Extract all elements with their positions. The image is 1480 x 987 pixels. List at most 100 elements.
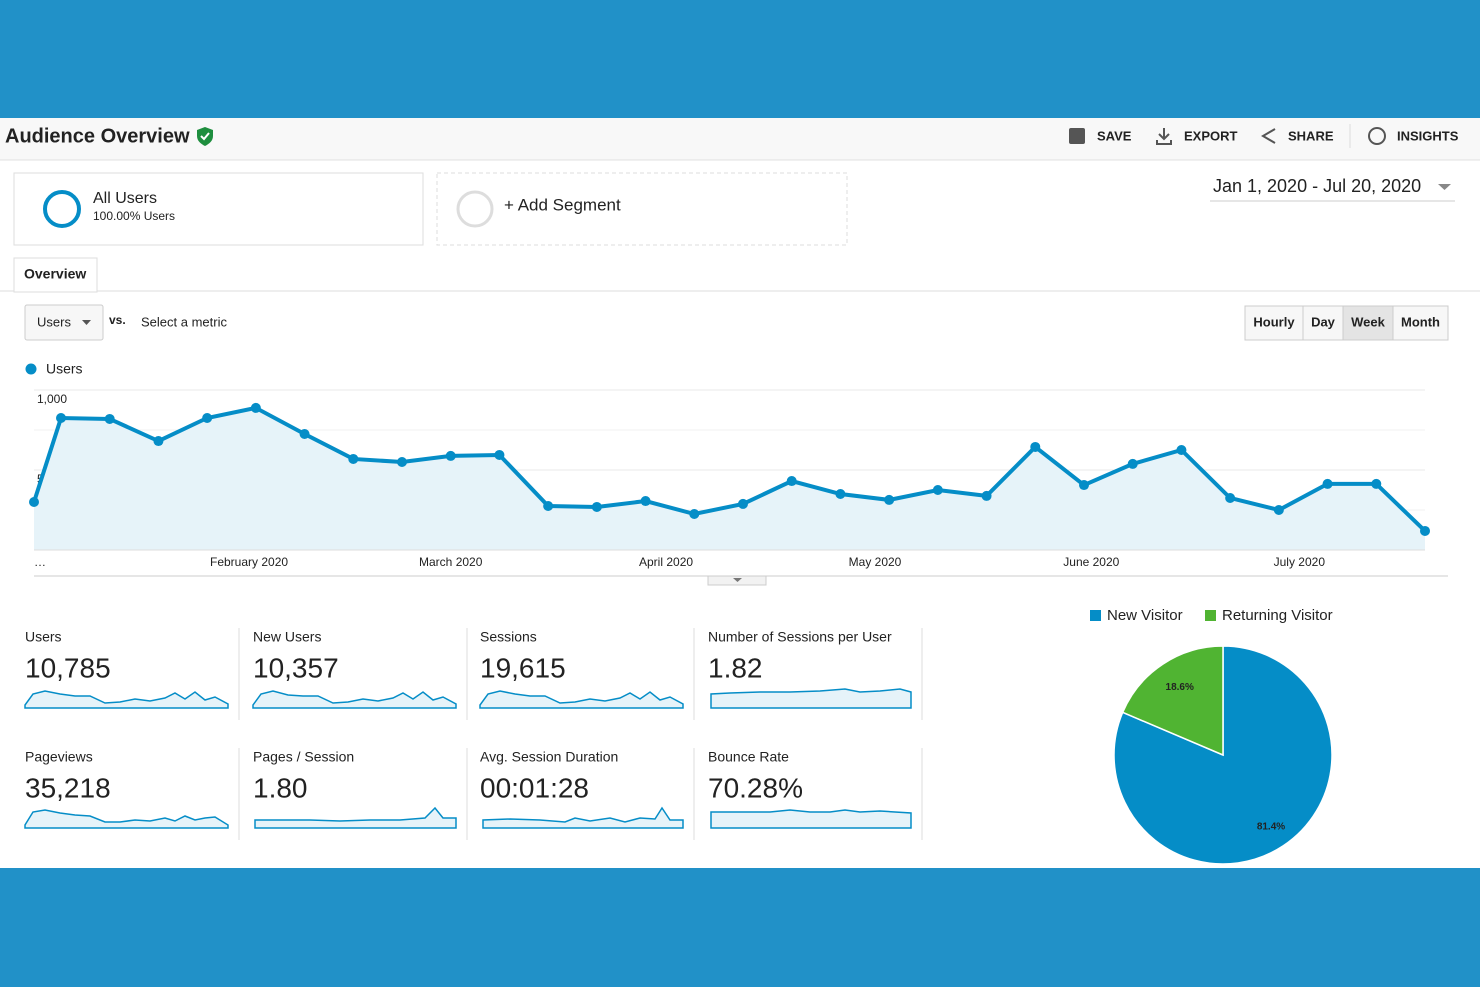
metric-value: 1.82	[708, 652, 763, 683]
point	[1225, 493, 1236, 503]
point	[250, 402, 261, 413]
segment-name: All Users	[93, 190, 157, 207]
dropdown-caret	[82, 320, 91, 325]
pie-label: 81.4%	[1257, 822, 1285, 833]
insights-icon	[1368, 127, 1386, 145]
metric-value: 35,218	[25, 772, 111, 803]
metric-value: 10,785	[25, 652, 111, 683]
point	[543, 501, 554, 511]
legend-label: Users	[46, 361, 83, 377]
date-caret	[1438, 184, 1451, 190]
action-button[interactable]: INSIGHTS	[1397, 128, 1459, 143]
granularity-button[interactable]	[1302, 305, 1344, 341]
action-button[interactable]: SAVE	[1097, 128, 1132, 143]
metric-value: 00:01:28	[480, 772, 589, 803]
metric-dropdown[interactable]	[24, 304, 104, 341]
x-tick-label: February 2020	[210, 555, 288, 569]
expand-caret	[733, 578, 742, 582]
point	[494, 449, 505, 460]
vs-label: vs.	[109, 313, 126, 327]
sparklines	[24, 688, 912, 829]
granularity-label[interactable]: Hourly	[1253, 314, 1295, 329]
point	[299, 429, 310, 439]
granularity-label[interactable]: Month	[1401, 314, 1440, 329]
tab[interactable]	[13, 257, 98, 293]
export-icon	[1156, 128, 1172, 145]
point	[29, 497, 39, 507]
add-segment-box[interactable]	[436, 172, 848, 246]
metric-label: Bounce Rate	[708, 749, 789, 765]
point	[1079, 480, 1089, 491]
metric-label: New Users	[253, 629, 321, 645]
point	[397, 457, 407, 467]
legend-label: Returning Visitor	[1222, 607, 1333, 624]
point	[640, 496, 651, 507]
sparkline	[252, 690, 457, 709]
page-title: Audience Overview	[5, 125, 190, 147]
share-icon	[1261, 128, 1276, 144]
point	[445, 450, 456, 461]
point	[202, 413, 213, 423]
point	[348, 453, 359, 464]
verified-check	[200, 132, 210, 141]
action-button[interactable]: EXPORT	[1184, 128, 1238, 143]
metric-label: Sessions	[480, 629, 537, 645]
point	[738, 498, 748, 509]
sparkline	[710, 688, 912, 709]
segment-ring	[43, 190, 81, 228]
x-tick-label: June 2020	[1063, 555, 1119, 569]
save-icon	[1069, 128, 1085, 144]
point	[591, 501, 602, 512]
metric-label: Pages / Session	[253, 749, 354, 765]
metric-value: 10,357	[253, 652, 339, 683]
point	[1420, 525, 1430, 536]
select-metric-link[interactable]: Select a metric	[141, 314, 227, 329]
metric-value: 70.28%	[708, 772, 803, 803]
granularity-button[interactable]	[1342, 305, 1394, 341]
sparkline	[254, 806, 457, 829]
granularity-label[interactable]: Day	[1311, 314, 1336, 329]
sparkline	[710, 809, 912, 829]
metric-label: Avg. Session Duration	[480, 749, 618, 765]
sparkline	[479, 690, 684, 709]
point	[1273, 505, 1284, 515]
point	[786, 476, 797, 487]
action-button[interactable]: SHARE	[1288, 128, 1334, 143]
legend-dot	[25, 363, 37, 375]
metric-label: Number of Sessions per User	[708, 629, 892, 645]
point	[1127, 458, 1138, 469]
metric-value: 1.80	[253, 772, 308, 803]
point	[153, 436, 164, 447]
metric-value: 19,615	[480, 652, 566, 683]
metric-select[interactable]: Users	[37, 314, 71, 329]
legend-swatch	[1205, 610, 1216, 621]
granularity-button[interactable]	[1244, 305, 1304, 341]
granularity-button[interactable]	[1392, 305, 1449, 341]
point	[56, 413, 66, 423]
point	[1322, 478, 1333, 489]
add-segment[interactable]: + Add Segment	[504, 195, 621, 214]
x-tick-label: …	[34, 555, 46, 569]
metric-label: Users	[25, 629, 62, 645]
pie-slice	[1121, 645, 1224, 757]
x-tick-label: May 2020	[849, 555, 902, 569]
segment-detail: 100.00% Users	[93, 209, 175, 223]
point	[689, 509, 700, 519]
sparkline	[482, 806, 684, 829]
point	[104, 413, 115, 424]
sparkline	[24, 809, 229, 829]
point	[1176, 445, 1187, 455]
sparkline	[24, 690, 229, 709]
segment-box[interactable]	[13, 172, 424, 246]
header-bar	[0, 118, 1480, 160]
pie-label: 18.6%	[1166, 682, 1194, 693]
date-range[interactable]: Jan 1, 2020 - Jul 20, 2020	[1213, 176, 1421, 196]
line	[32, 405, 1427, 533]
granularity-label[interactable]: Week	[1351, 314, 1385, 329]
x-tick-label: March 2020	[419, 555, 483, 569]
point	[981, 490, 992, 501]
point	[1371, 478, 1382, 489]
tab-label[interactable]: Overview	[24, 266, 86, 282]
